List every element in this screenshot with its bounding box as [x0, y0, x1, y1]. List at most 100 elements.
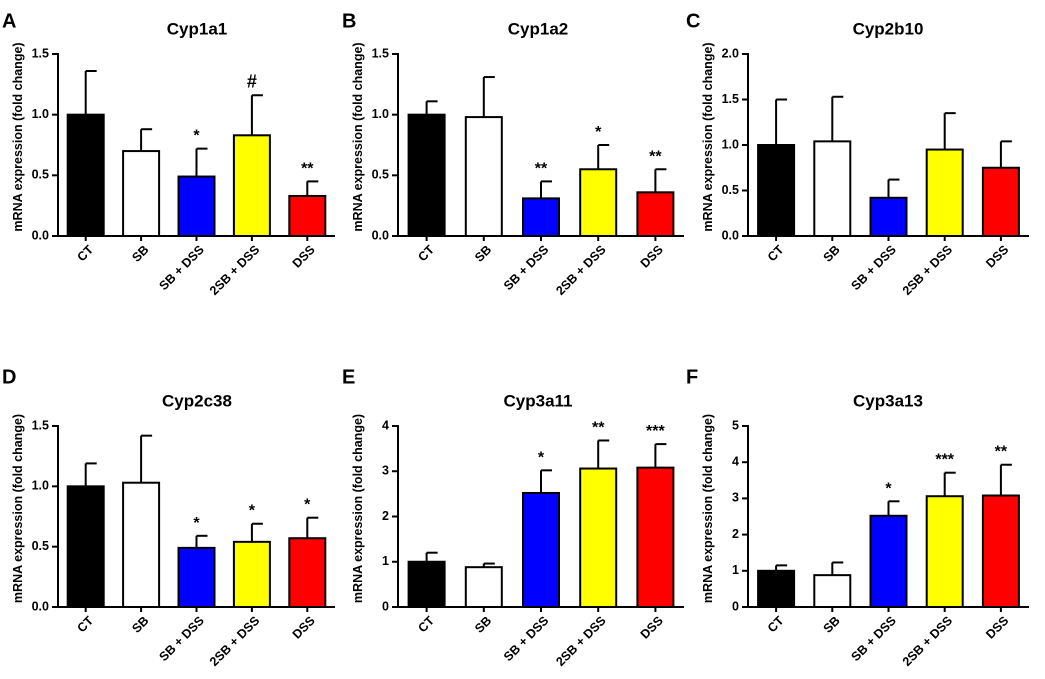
bar-group: ** [981, 444, 1020, 608]
x-tick-label: DSS [638, 243, 666, 271]
chart-title: Cyp1a2 [508, 19, 568, 38]
y-tick-label: 2 [382, 509, 389, 523]
x-tick-label: SB + DSS [157, 614, 207, 664]
bar-group [66, 462, 105, 609]
bar [636, 191, 675, 238]
significance-label: * [595, 124, 602, 141]
bar-group [464, 76, 503, 237]
bar-group [464, 562, 503, 608]
x-tick-label: 2SB + DSS [207, 614, 262, 669]
significance-label: * [538, 449, 545, 466]
x-tick-label: SB [129, 243, 151, 265]
bar [232, 134, 271, 237]
bar [579, 467, 618, 608]
panel-letter: E [342, 366, 355, 388]
bar-group [925, 112, 964, 237]
bar [813, 140, 852, 237]
bar-group [407, 100, 446, 237]
chart-panel-f: F Cyp3a13 mRNA expression (fold change) CT S… [686, 366, 1029, 669]
bar [407, 560, 446, 608]
bar-group [813, 95, 852, 237]
x-tick-label: DSS [290, 243, 318, 271]
x-tick-label: SB + DSS [157, 243, 207, 293]
bar [869, 514, 908, 608]
bar-group: *** [925, 452, 964, 608]
chart-title: Cyp2c38 [162, 391, 232, 410]
x-tick-label: SB [472, 614, 494, 636]
chart-panel-a: A Cyp1a1 mRNA expression (fold change) CT SB… [2, 10, 335, 298]
y-tick-label: 0.5 [32, 168, 49, 182]
y-tick-label: 1.5 [32, 46, 49, 60]
y-tick-label: 1.0 [372, 107, 389, 121]
y-tick-label: 1.0 [722, 137, 739, 151]
chart-panel-b: B Cyp1a2 mRNA expression (fold change) CT SB… [342, 10, 684, 298]
y-tick-label: 0.0 [32, 228, 49, 242]
bar [522, 491, 560, 608]
bar-group [66, 69, 105, 237]
bar [522, 197, 560, 238]
y-axis-label: mRNA expression (fold change) [701, 42, 715, 231]
x-tick-label: SB + DSS [501, 243, 551, 293]
x-tick-label: SB [129, 614, 151, 636]
y-tick-label: 1.5 [372, 46, 389, 60]
chart-title: Cyp2b10 [853, 19, 924, 38]
bar [925, 148, 964, 237]
significance-label: * [193, 128, 200, 145]
bar [177, 546, 216, 609]
significance-label: ** [535, 160, 548, 177]
significance-label: * [885, 480, 892, 497]
bar [464, 566, 503, 608]
bar-group [813, 561, 852, 608]
bar-group: * [869, 480, 908, 608]
y-tick-label: 3 [382, 464, 389, 478]
y-tick-label: 4 [382, 418, 389, 432]
bar-group: ** [288, 160, 327, 238]
bar-group [869, 178, 908, 237]
bar-group: ** [522, 160, 560, 238]
x-tick-label: SB + DSS [849, 614, 899, 664]
significance-label: * [193, 515, 200, 532]
x-tick-label: SB [472, 243, 494, 265]
chart-panel-e: E Cyp3a11 mRNA expression (fold change) CT S… [342, 366, 684, 669]
y-tick-label: 0.0 [32, 599, 49, 613]
bar [464, 116, 503, 237]
x-tick-label: CT [415, 613, 437, 635]
significance-label: * [304, 497, 311, 514]
x-tick-label: SB + DSS [849, 243, 899, 293]
bar [66, 485, 105, 609]
y-tick-label: 1.0 [32, 107, 49, 121]
significance-label: ** [995, 444, 1008, 461]
x-tick-label: DSS [638, 614, 666, 642]
chart-panel-c: C Cyp2b10 mRNA expression (fold change) CT S… [686, 10, 1029, 298]
bar [981, 494, 1020, 608]
x-tick-label: SB + DSS [501, 614, 551, 664]
y-tick-label: 0.0 [372, 228, 389, 242]
x-tick-label: 2SB + DSS [553, 614, 608, 669]
x-tick-label: DSS [983, 243, 1011, 271]
bar-group [981, 140, 1020, 237]
bar [981, 166, 1020, 237]
bar [869, 196, 908, 237]
y-tick-label: 2 [732, 527, 739, 541]
chart-title: Cyp3a11 [504, 391, 573, 410]
bar-group [757, 98, 796, 237]
y-axis-label: mRNA expression (fold change) [351, 42, 365, 231]
x-tick-label: 2SB + DSS [553, 243, 608, 298]
bar-group: ** [579, 419, 618, 608]
y-axis-label: mRNA expression (fold change) [11, 414, 25, 603]
bar-group [122, 128, 161, 237]
bar-group [122, 434, 161, 609]
significance-label: # [247, 71, 257, 91]
y-tick-label: 0.5 [722, 183, 739, 197]
y-tick-label: 0.0 [722, 228, 739, 242]
bar-group: * [177, 128, 216, 237]
significance-label: ** [301, 160, 314, 177]
bar [288, 194, 327, 238]
bar-group [757, 564, 796, 608]
y-axis-label: mRNA expression (fold change) [11, 42, 25, 231]
bar [407, 113, 446, 237]
x-tick-label: CT [74, 242, 96, 264]
y-tick-label: 5 [732, 418, 739, 432]
significance-label: ** [592, 419, 605, 436]
